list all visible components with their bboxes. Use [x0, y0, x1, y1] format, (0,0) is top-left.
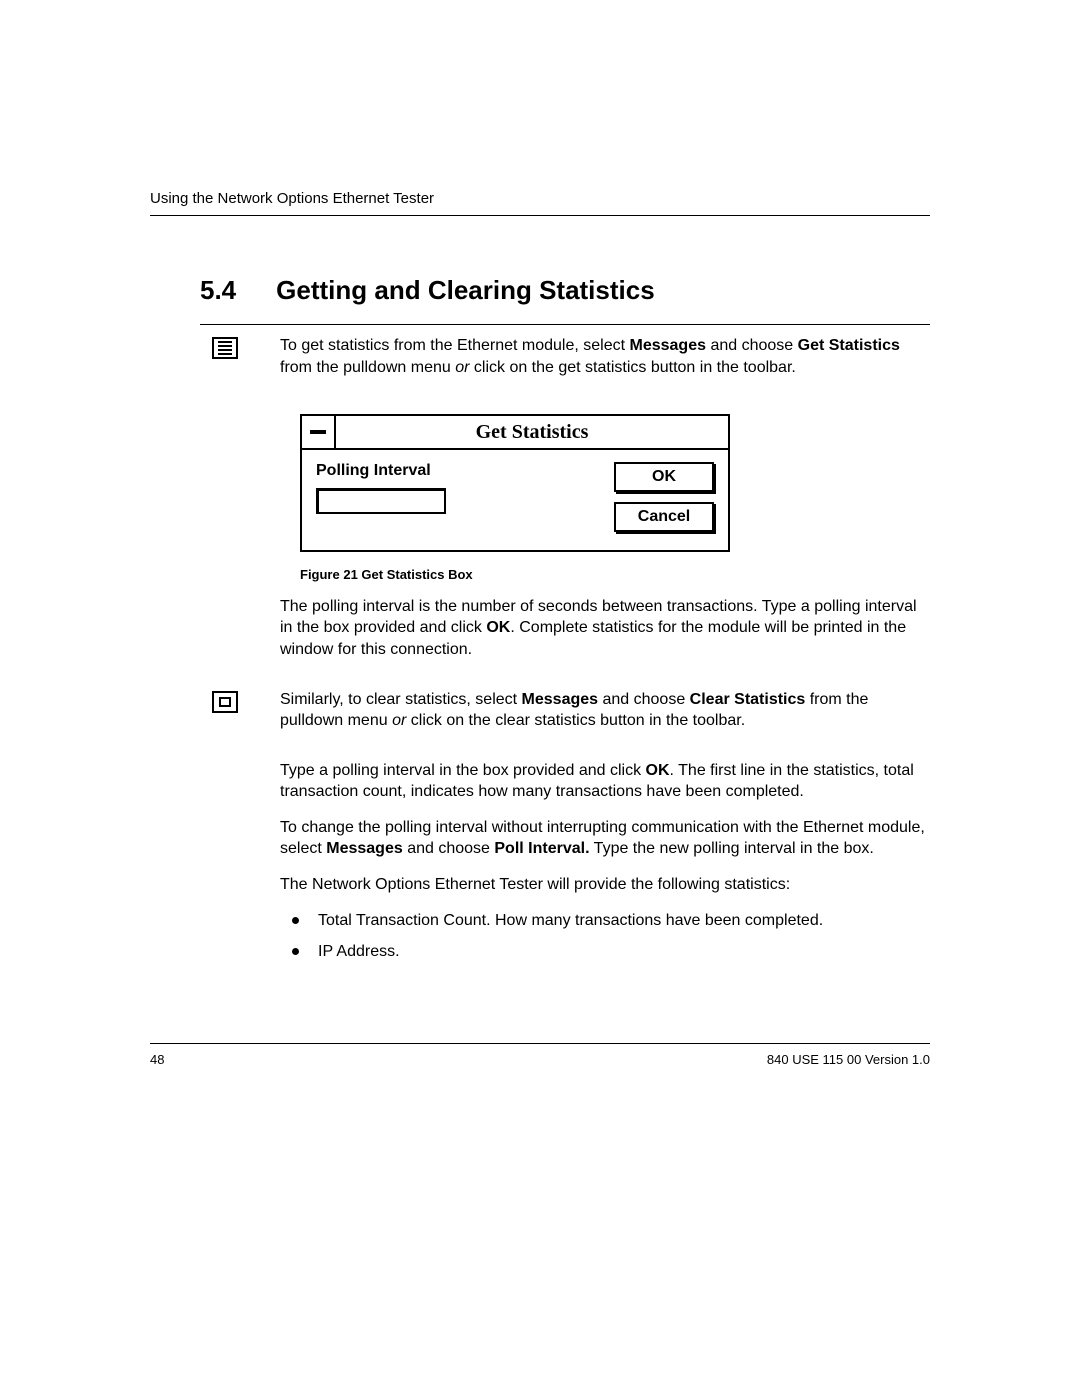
get-statistics-dialog: Get Statistics Polling Interval OK Cance… [300, 414, 730, 552]
list-item: Total Transaction Count. How many transa… [280, 910, 930, 932]
list-item: IP Address. [280, 941, 930, 963]
paragraph-6: The Network Options Ethernet Tester will… [280, 874, 930, 896]
header-rule [150, 215, 930, 216]
page-footer: 48 840 USE 115 00 Version 1.0 [150, 1043, 930, 1067]
running-head: Using the Network Options Ethernet Teste… [150, 190, 930, 207]
dialog-title: Get Statistics [336, 419, 728, 446]
figure-caption: Figure 21 Get Statistics Box [300, 566, 930, 584]
section-rule [200, 324, 930, 325]
document-page: Using the Network Options Ethernet Teste… [0, 0, 1080, 1397]
statistics-list: Total Transaction Count. How many transa… [280, 910, 930, 963]
system-menu-icon[interactable] [302, 416, 336, 448]
footer-rule [150, 1043, 930, 1044]
polling-interval-input[interactable] [316, 488, 446, 514]
cancel-button[interactable]: Cancel [614, 502, 714, 532]
page-number: 48 [150, 1052, 164, 1067]
polling-interval-label: Polling Interval [316, 460, 574, 482]
paragraph-1: To get statistics from the Ethernet modu… [280, 335, 930, 378]
clear-statistics-icon [212, 691, 238, 713]
document-id: 840 USE 115 00 Version 1.0 [767, 1052, 930, 1067]
paragraph-4: Type a polling interval in the box provi… [280, 760, 930, 803]
get-statistics-icon [212, 337, 238, 359]
ok-button[interactable]: OK [614, 462, 714, 492]
section-title: Getting and Clearing Statistics [276, 275, 655, 306]
body: To get statistics from the Ethernet modu… [200, 335, 930, 987]
page-header: Using the Network Options Ethernet Teste… [150, 190, 930, 216]
section-heading: 5.4 Getting and Clearing Statistics [200, 275, 930, 325]
section-number: 5.4 [200, 275, 236, 306]
paragraph-2: The polling interval is the number of se… [280, 596, 930, 661]
paragraph-5: To change the polling interval without i… [280, 817, 930, 860]
paragraph-3: Similarly, to clear statistics, select M… [280, 689, 930, 732]
